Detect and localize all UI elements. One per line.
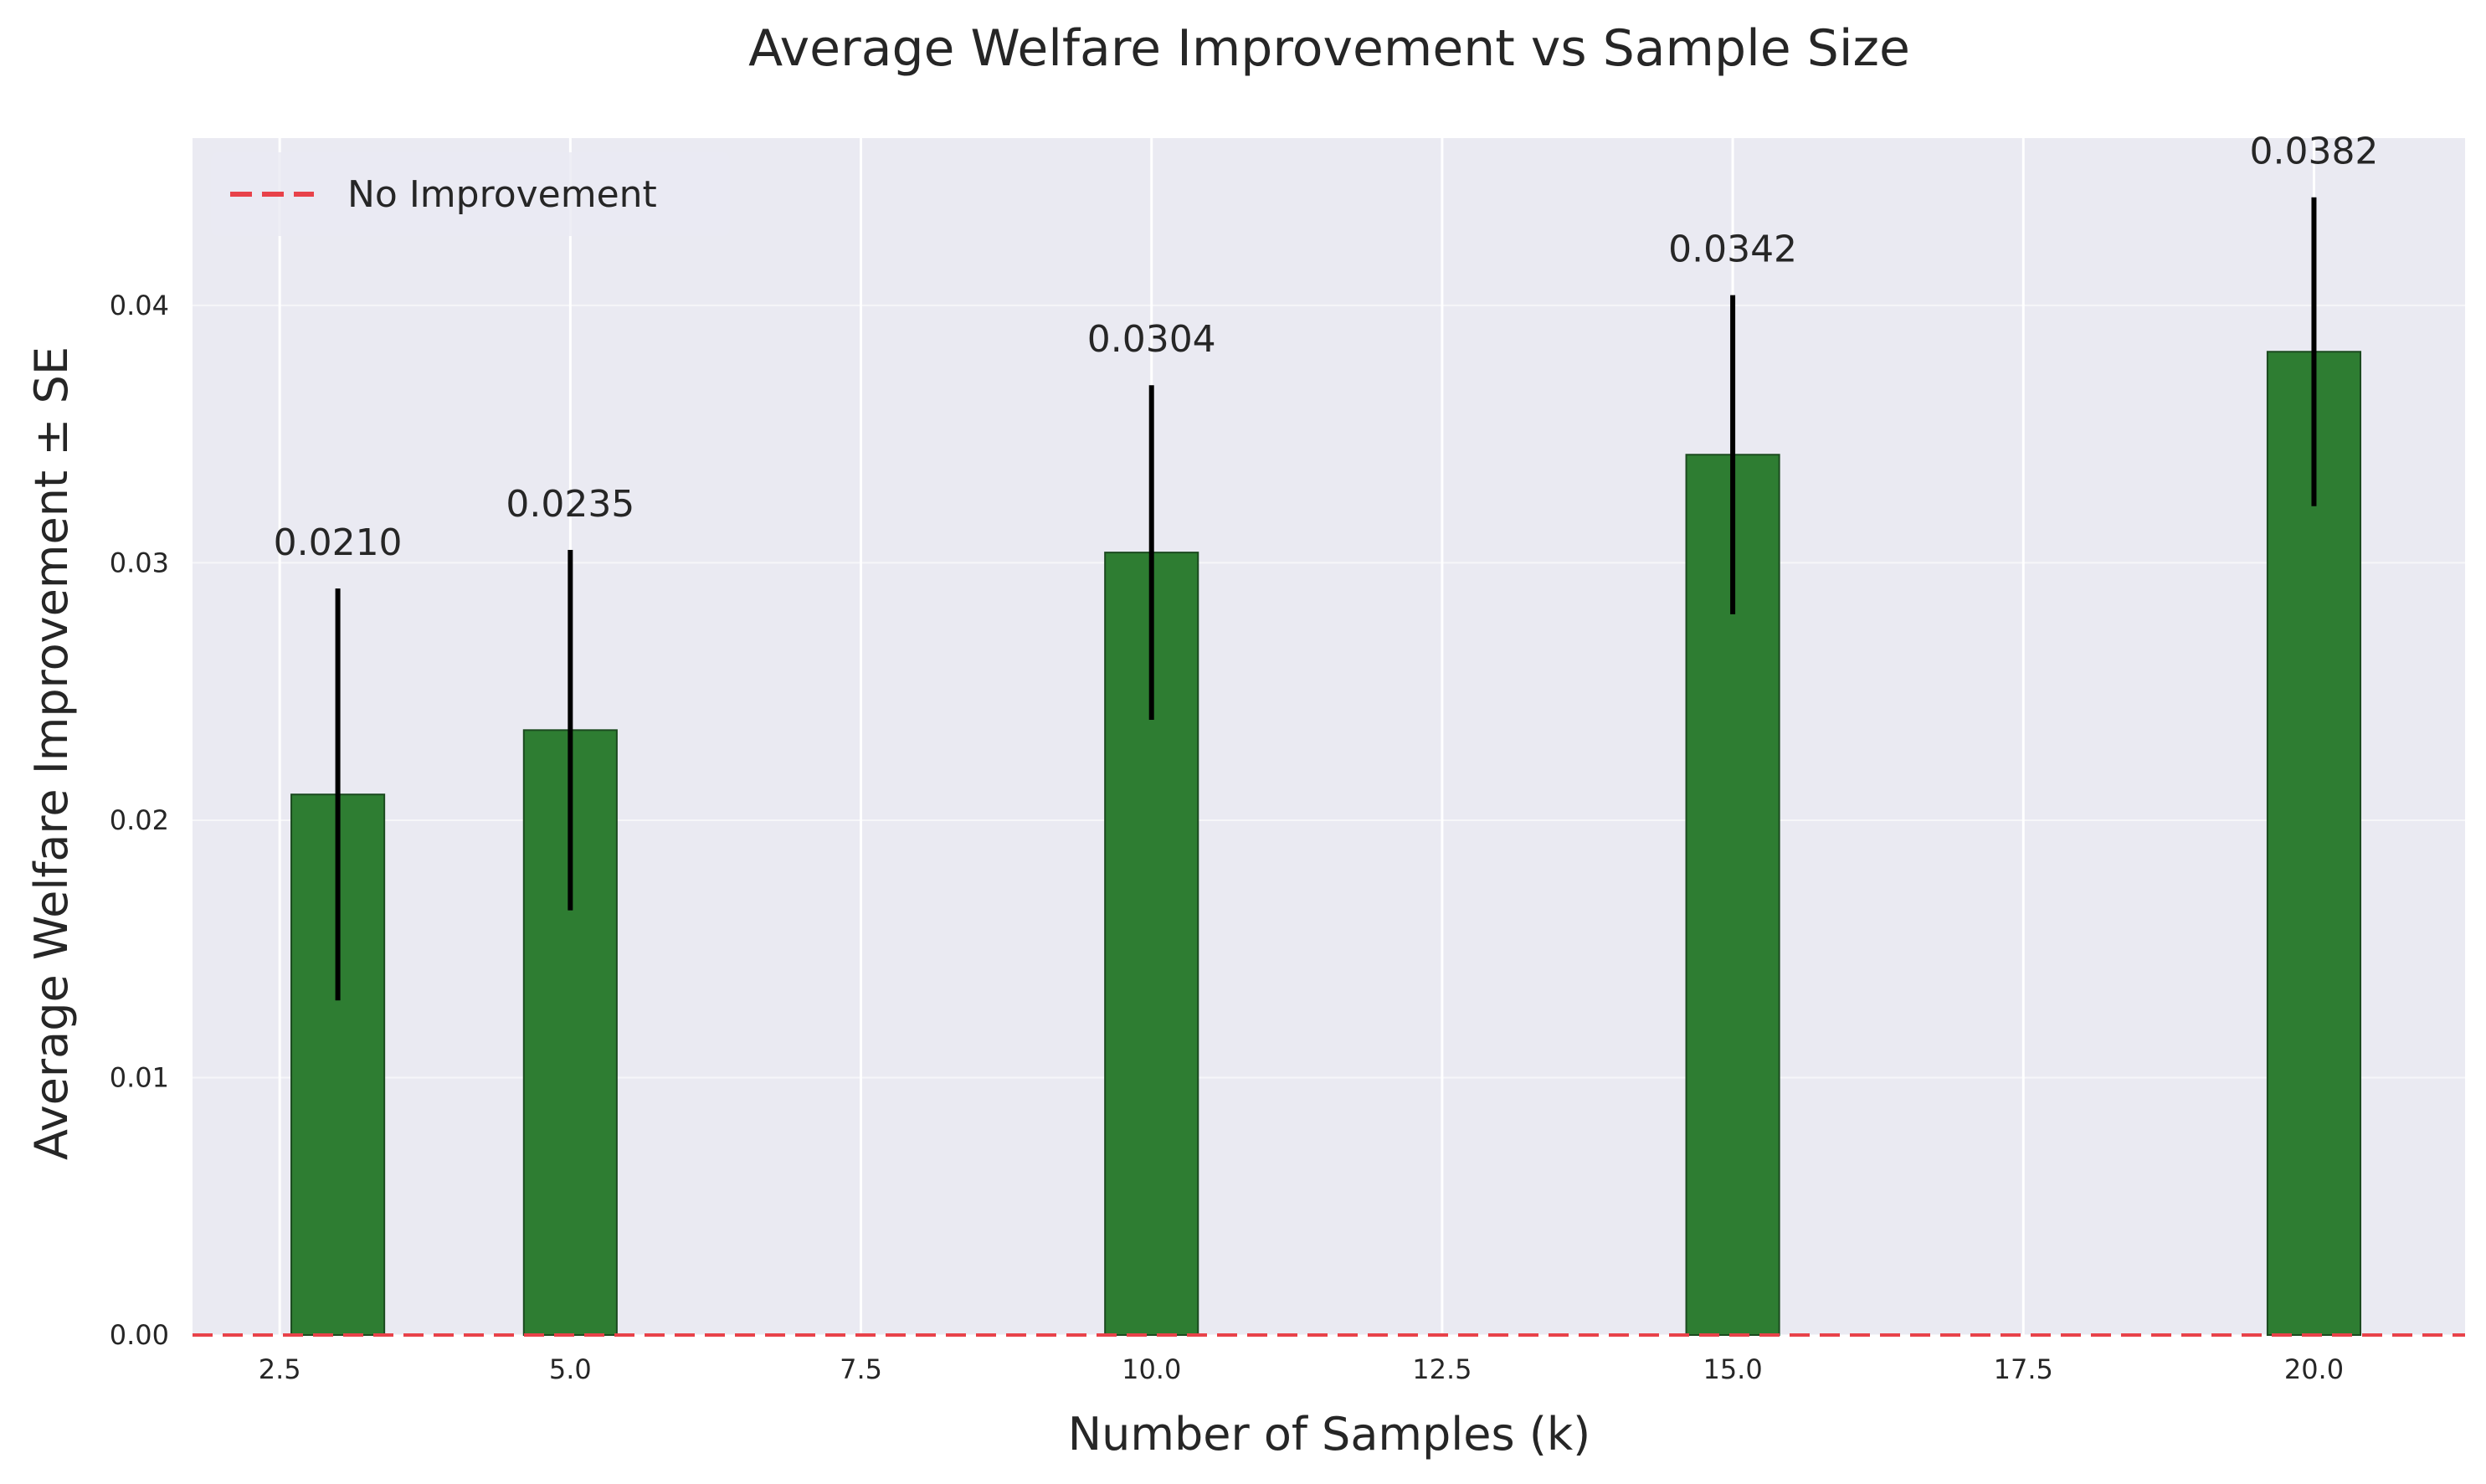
x-axis-label: Number of Samples (k) bbox=[1068, 1408, 1590, 1461]
y-tick-labels: 0.00 0.01 0.02 0.03 0.04 bbox=[110, 290, 169, 1351]
chart-title: Average Welfare Improvement vs Sample Si… bbox=[748, 19, 1910, 78]
data-label-1: 0.0235 bbox=[506, 483, 634, 526]
y-tick-label-4: 0.04 bbox=[110, 290, 169, 321]
legend-entry-no-improvement: No Improvement bbox=[347, 173, 657, 216]
x-tick-labels: 2.5 5.0 7.5 10.0 12.5 15.0 17.5 20.0 bbox=[259, 1353, 2344, 1385]
x-tick-label-7: 20.0 bbox=[2284, 1353, 2344, 1385]
x-tick-label-3: 10.0 bbox=[1122, 1353, 1181, 1385]
x-tick-label-5: 15.0 bbox=[1703, 1353, 1762, 1385]
y-tick-label-1: 0.01 bbox=[110, 1061, 169, 1093]
x-tick-label-6: 17.5 bbox=[1994, 1353, 2053, 1385]
x-tick-label-4: 12.5 bbox=[1412, 1353, 1472, 1385]
x-tick-label-1: 5.0 bbox=[549, 1353, 592, 1385]
x-tick-label-2: 7.5 bbox=[840, 1353, 882, 1385]
legend: No Improvement bbox=[211, 152, 730, 236]
error-bars bbox=[335, 197, 2317, 1001]
data-label-2: 0.0304 bbox=[1087, 318, 1216, 361]
x-tick-label-0: 2.5 bbox=[259, 1353, 301, 1385]
data-label-3: 0.0342 bbox=[1668, 229, 1797, 271]
y-axis-label: Average Welfare Improvement ± SE bbox=[25, 347, 78, 1160]
y-tick-label-0: 0.00 bbox=[110, 1319, 169, 1351]
y-tick-label-3: 0.03 bbox=[110, 547, 169, 578]
data-label-4: 0.0382 bbox=[2249, 131, 2378, 173]
legend-box bbox=[211, 152, 730, 236]
data-label-0: 0.0210 bbox=[274, 521, 403, 564]
bar-4 bbox=[2266, 351, 2362, 1336]
bar-2 bbox=[1104, 552, 1199, 1336]
y-tick-label-2: 0.02 bbox=[110, 804, 169, 836]
data-labels: 0.0210 0.0235 0.0304 0.0342 0.0382 bbox=[274, 131, 2379, 564]
